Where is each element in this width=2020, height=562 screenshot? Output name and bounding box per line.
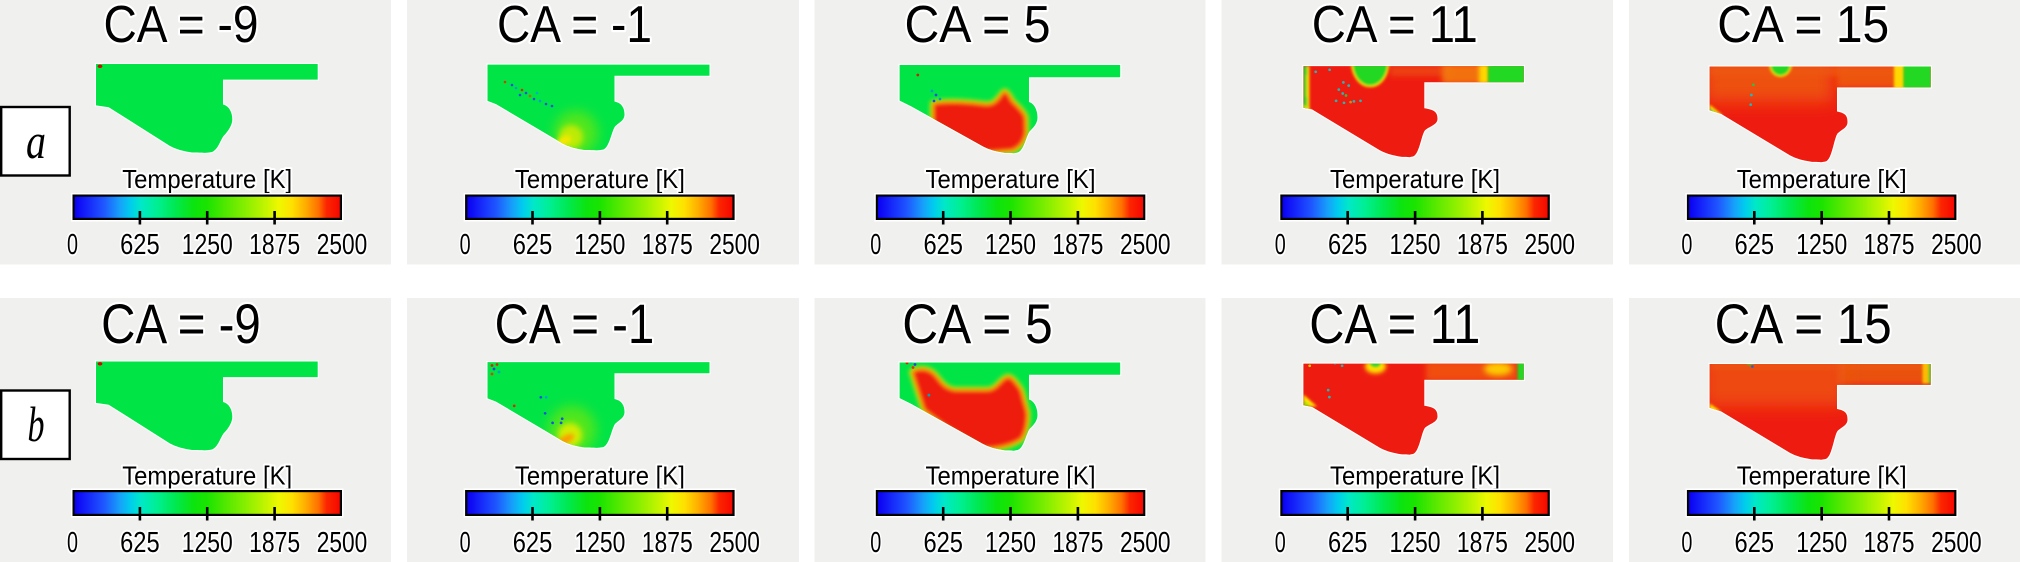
svg-text:0: 0 bbox=[1275, 229, 1286, 261]
svg-text:1250: 1250 bbox=[1796, 527, 1847, 559]
svg-text:Temperature [K]: Temperature [K] bbox=[122, 164, 292, 194]
svg-text:625: 625 bbox=[1735, 229, 1775, 261]
svg-text:CA = -9: CA = -9 bbox=[104, 0, 259, 54]
svg-text:CA = 15: CA = 15 bbox=[1715, 292, 1892, 355]
svg-text:Temperature [K]: Temperature [K] bbox=[1737, 164, 1907, 194]
svg-text:625: 625 bbox=[1735, 527, 1775, 559]
svg-text:2500: 2500 bbox=[1120, 229, 1171, 261]
svg-text:2500: 2500 bbox=[709, 527, 760, 559]
svg-text:1875: 1875 bbox=[249, 229, 300, 261]
svg-text:0: 0 bbox=[460, 229, 471, 261]
svg-text:1250: 1250 bbox=[574, 229, 625, 261]
svg-text:Temperature [K]: Temperature [K] bbox=[122, 461, 292, 491]
svg-text:2500: 2500 bbox=[1931, 229, 1982, 261]
svg-text:1875: 1875 bbox=[642, 527, 693, 559]
svg-text:CA = 11: CA = 11 bbox=[1312, 0, 1478, 54]
svg-text:1250: 1250 bbox=[1796, 229, 1847, 261]
svg-text:2500: 2500 bbox=[1525, 527, 1576, 559]
svg-text:CA = -1: CA = -1 bbox=[497, 0, 652, 54]
svg-text:1250: 1250 bbox=[985, 527, 1036, 559]
svg-text:Temperature [K]: Temperature [K] bbox=[515, 461, 685, 491]
svg-text:0: 0 bbox=[1681, 527, 1692, 559]
svg-text:2500: 2500 bbox=[709, 229, 760, 261]
svg-text:0: 0 bbox=[1275, 527, 1286, 559]
svg-text:b: b bbox=[28, 396, 45, 452]
svg-text:0: 0 bbox=[1681, 229, 1692, 261]
svg-text:1875: 1875 bbox=[1864, 527, 1915, 559]
svg-text:2500: 2500 bbox=[1931, 527, 1982, 559]
svg-text:CA = -1: CA = -1 bbox=[495, 292, 655, 355]
svg-text:1875: 1875 bbox=[1864, 229, 1915, 261]
svg-text:2500: 2500 bbox=[317, 229, 368, 261]
svg-text:1875: 1875 bbox=[1052, 527, 1103, 559]
svg-text:CA = 11: CA = 11 bbox=[1309, 292, 1480, 355]
svg-text:1875: 1875 bbox=[642, 229, 693, 261]
svg-text:Temperature [K]: Temperature [K] bbox=[515, 164, 685, 194]
svg-text:625: 625 bbox=[923, 527, 963, 559]
svg-text:625: 625 bbox=[120, 229, 160, 261]
svg-text:1250: 1250 bbox=[985, 229, 1036, 261]
svg-text:2500: 2500 bbox=[1525, 229, 1576, 261]
svg-text:625: 625 bbox=[120, 527, 160, 559]
svg-text:2500: 2500 bbox=[1120, 527, 1171, 559]
svg-text:Temperature [K]: Temperature [K] bbox=[1737, 461, 1907, 491]
svg-text:625: 625 bbox=[513, 229, 553, 261]
svg-text:CA = 5: CA = 5 bbox=[902, 292, 1052, 355]
svg-text:CA = 5: CA = 5 bbox=[905, 0, 1051, 54]
svg-text:1875: 1875 bbox=[249, 527, 300, 559]
svg-text:CA = -9: CA = -9 bbox=[101, 292, 261, 355]
svg-text:1250: 1250 bbox=[574, 527, 625, 559]
svg-text:2500: 2500 bbox=[317, 527, 368, 559]
svg-text:0: 0 bbox=[67, 229, 78, 261]
svg-text:1875: 1875 bbox=[1457, 229, 1508, 261]
svg-text:625: 625 bbox=[513, 527, 553, 559]
svg-text:1250: 1250 bbox=[182, 527, 233, 559]
svg-text:Temperature [K]: Temperature [K] bbox=[926, 164, 1096, 194]
svg-text:625: 625 bbox=[1328, 229, 1368, 261]
svg-text:1250: 1250 bbox=[1390, 527, 1441, 559]
svg-text:0: 0 bbox=[870, 229, 881, 261]
svg-text:0: 0 bbox=[67, 527, 78, 559]
svg-text:0: 0 bbox=[870, 527, 881, 559]
svg-text:625: 625 bbox=[923, 229, 963, 261]
svg-text:1250: 1250 bbox=[1390, 229, 1441, 261]
svg-text:625: 625 bbox=[1328, 527, 1368, 559]
svg-text:1875: 1875 bbox=[1457, 527, 1508, 559]
svg-text:Temperature [K]: Temperature [K] bbox=[1330, 461, 1500, 491]
svg-text:Temperature [K]: Temperature [K] bbox=[1330, 164, 1500, 194]
svg-text:1250: 1250 bbox=[182, 229, 233, 261]
svg-text:a: a bbox=[26, 113, 46, 169]
svg-text:Temperature [K]: Temperature [K] bbox=[926, 461, 1096, 491]
svg-text:CA = 15: CA = 15 bbox=[1717, 0, 1889, 54]
svg-text:0: 0 bbox=[460, 527, 471, 559]
svg-text:1875: 1875 bbox=[1052, 229, 1103, 261]
